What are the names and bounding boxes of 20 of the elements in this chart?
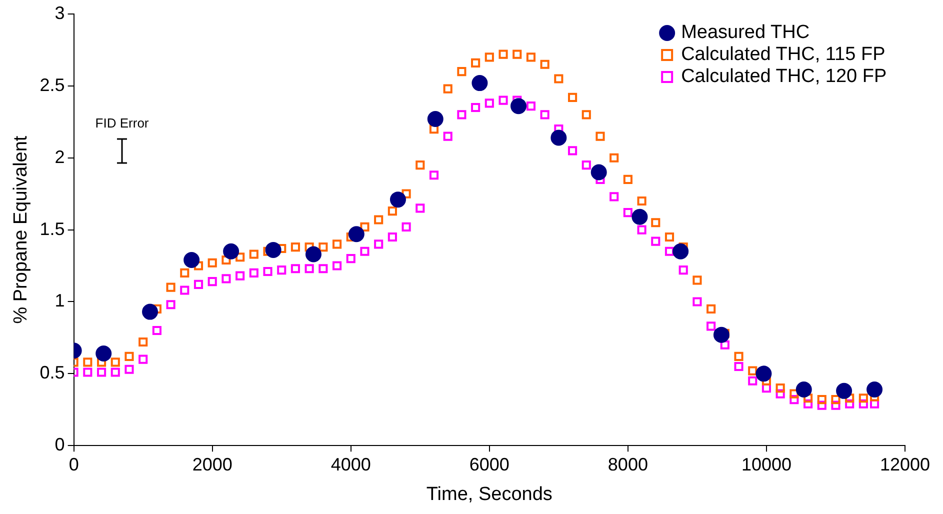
legend-label: Measured THC (681, 22, 810, 44)
x-axis-title: Time, Seconds (426, 484, 552, 505)
y-tick-label: 0.5 (40, 362, 65, 383)
y-axis-title: % Propane Equivalent (10, 135, 32, 324)
x-tick-label: 6000 (469, 454, 510, 474)
x-tick-label: 10000 (741, 454, 792, 474)
x-tick-label: 12000 (880, 454, 930, 474)
x-tick-label: 8000 (608, 454, 648, 474)
x-tick-label: 0 (68, 454, 79, 474)
y-tick-label: 0 (54, 434, 65, 455)
legend-label: Calculated THC, 115 FP (681, 44, 886, 66)
annotation: FID Error (95, 116, 150, 131)
x-tick-label: 4000 (330, 454, 371, 474)
y-tick-label: 3 (54, 2, 65, 23)
x-tick-label: 2000 (192, 454, 232, 474)
legend-label: Calculated THC, 120 FP (681, 66, 887, 88)
y-tick-label: 2.5 (40, 74, 65, 95)
y-tick-label: 2 (54, 146, 65, 167)
y-tick-label: 1 (54, 290, 65, 311)
y-tick-label: 1.5 (40, 218, 65, 239)
